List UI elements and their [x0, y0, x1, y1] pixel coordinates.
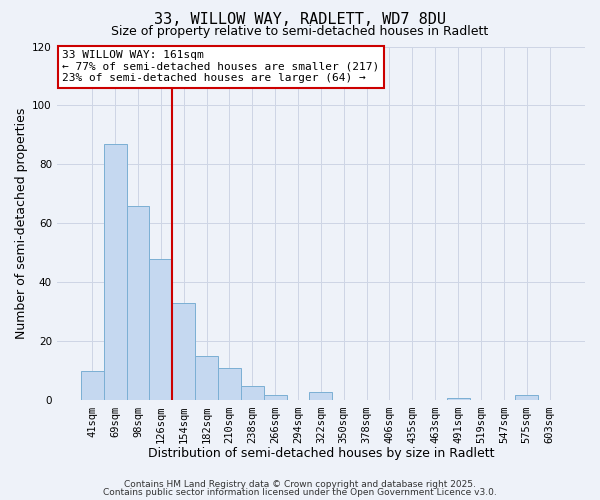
Bar — [172, 303, 195, 400]
Bar — [104, 144, 127, 401]
Text: Size of property relative to semi-detached houses in Radlett: Size of property relative to semi-detach… — [112, 25, 488, 38]
Bar — [195, 356, 218, 401]
Bar — [127, 206, 149, 400]
Bar — [515, 394, 538, 400]
Text: Contains public sector information licensed under the Open Government Licence v3: Contains public sector information licen… — [103, 488, 497, 497]
Y-axis label: Number of semi-detached properties: Number of semi-detached properties — [15, 108, 28, 339]
Bar — [264, 394, 287, 400]
Text: Contains HM Land Registry data © Crown copyright and database right 2025.: Contains HM Land Registry data © Crown c… — [124, 480, 476, 489]
Bar — [81, 371, 104, 400]
Bar — [218, 368, 241, 400]
Bar — [149, 259, 172, 400]
Text: 33 WILLOW WAY: 161sqm
← 77% of semi-detached houses are smaller (217)
23% of sem: 33 WILLOW WAY: 161sqm ← 77% of semi-deta… — [62, 50, 379, 83]
Bar — [310, 392, 332, 400]
Text: 33, WILLOW WAY, RADLETT, WD7 8DU: 33, WILLOW WAY, RADLETT, WD7 8DU — [154, 12, 446, 28]
Bar — [446, 398, 470, 400]
X-axis label: Distribution of semi-detached houses by size in Radlett: Distribution of semi-detached houses by … — [148, 447, 494, 460]
Bar — [241, 386, 264, 400]
